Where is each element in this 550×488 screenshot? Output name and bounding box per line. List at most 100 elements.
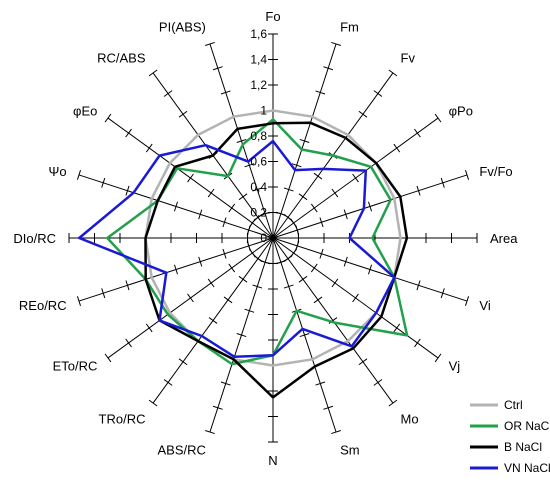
legend-label: Ctrl — [504, 398, 523, 412]
tick-mark — [205, 429, 215, 435]
tick-mark — [319, 217, 324, 228]
axis-label: Sm — [340, 442, 360, 457]
tick-mark — [208, 317, 218, 324]
tick-mark — [76, 170, 82, 180]
tick-mark — [393, 143, 401, 153]
tick-mark — [76, 296, 82, 306]
axis-label: Fv — [401, 50, 416, 65]
tick-mark — [238, 275, 248, 283]
axis-label: TRo/RC — [99, 412, 146, 427]
tick-mark — [313, 296, 323, 304]
axis-label: φPo — [449, 104, 473, 119]
tick-label: 0,8 — [250, 129, 267, 143]
tick-mark — [187, 173, 194, 183]
tick-mark — [145, 323, 153, 333]
tick-mark — [101, 288, 106, 299]
axis-label: Vi — [479, 298, 490, 313]
tick-mark — [148, 69, 158, 77]
axis-label: PI(ABS) — [159, 20, 206, 35]
tick-mark — [244, 308, 255, 313]
tick-mark — [222, 217, 227, 228]
tick-label-group: 0 0,2 0,4 0,6 0,8 1 1,2 1,4 1,6 — [250, 27, 267, 245]
axis-label: Fm — [340, 20, 359, 35]
tick-mark — [393, 323, 401, 333]
tick-label: 1 — [260, 104, 267, 118]
tick-mark — [222, 248, 227, 259]
tick-mark — [220, 381, 231, 386]
tick-mark — [464, 296, 470, 306]
axis-label: Area — [490, 231, 518, 246]
tick-mark — [244, 163, 255, 168]
tick-mark — [283, 284, 294, 289]
tick-mark — [388, 399, 398, 407]
legend-label: VN NaCl — [504, 461, 550, 475]
tick-mark — [388, 69, 398, 77]
tick-mark — [315, 90, 326, 95]
tick-label: 1,4 — [250, 53, 267, 67]
axis-label: Mo — [401, 412, 419, 427]
series-group — [77, 109, 409, 399]
tick-mark — [416, 280, 421, 291]
legend: Ctrl OR NaCl B NaCl VN NaCl — [470, 398, 550, 475]
tick-mark — [228, 263, 236, 273]
tick-mark — [178, 358, 188, 366]
tick-mark — [236, 138, 247, 144]
axis-label: DIo/RC — [13, 231, 56, 246]
series-line-ctrl — [144, 109, 402, 367]
tick-mark — [440, 177, 445, 188]
tick-label: 0,6 — [250, 155, 267, 169]
tick-mark — [315, 381, 326, 386]
tick-mark — [367, 201, 373, 212]
tick-mark — [187, 293, 194, 303]
axis-label: Vj — [449, 359, 461, 374]
tick-mark — [414, 338, 421, 348]
tick-mark — [343, 209, 348, 220]
tick-mark — [373, 379, 383, 386]
axis-label-group: Fo Fm Fv φPo Fv/Fo Area Vi Vj Mo Sm N ABS/RC TRo/RC E… — [13, 9, 518, 468]
tick-mark — [352, 293, 359, 303]
tick-mark — [343, 256, 348, 267]
axis-label: Fo — [265, 9, 280, 24]
tick-mark — [414, 128, 421, 138]
tick-label: 0,4 — [250, 180, 267, 194]
tick-mark — [178, 110, 188, 118]
tick-mark — [331, 41, 341, 47]
axis-label: REo/RC — [19, 298, 67, 313]
tick-mark — [252, 187, 263, 192]
tick-mark — [220, 90, 231, 95]
tick-mark — [104, 353, 112, 363]
tick-mark — [313, 172, 323, 180]
legend-label: B NaCl — [504, 440, 542, 454]
tick-mark — [163, 379, 173, 386]
axis-label: ETo/RC — [53, 359, 98, 374]
axis-label: φEo — [73, 104, 97, 119]
tick-mark — [299, 332, 310, 338]
tick-mark — [299, 138, 310, 144]
tick-mark — [283, 187, 294, 192]
tick-mark — [358, 358, 368, 366]
tick-mark — [101, 177, 106, 188]
tick-mark — [198, 256, 203, 267]
tick-mark — [319, 248, 324, 259]
tick-mark — [416, 185, 421, 196]
tick-mark — [323, 66, 334, 71]
tick-mark — [104, 113, 112, 123]
spoke-group — [69, 34, 477, 442]
axis-label: N — [268, 453, 277, 468]
tick-mark — [212, 405, 223, 410]
tick-mark — [352, 173, 359, 183]
tick-mark — [434, 353, 442, 363]
tick-mark — [310, 263, 318, 273]
tick-mark — [291, 163, 302, 168]
tick-mark — [238, 193, 248, 201]
tick-mark — [148, 399, 158, 407]
tick-mark — [331, 429, 341, 435]
tick-mark — [358, 110, 368, 118]
tick-mark — [440, 288, 445, 299]
tick-mark — [367, 264, 373, 275]
tick-mark — [298, 193, 308, 201]
tick-mark — [464, 170, 470, 180]
axis-label: Ψo — [49, 164, 67, 179]
tick-mark — [207, 188, 215, 198]
